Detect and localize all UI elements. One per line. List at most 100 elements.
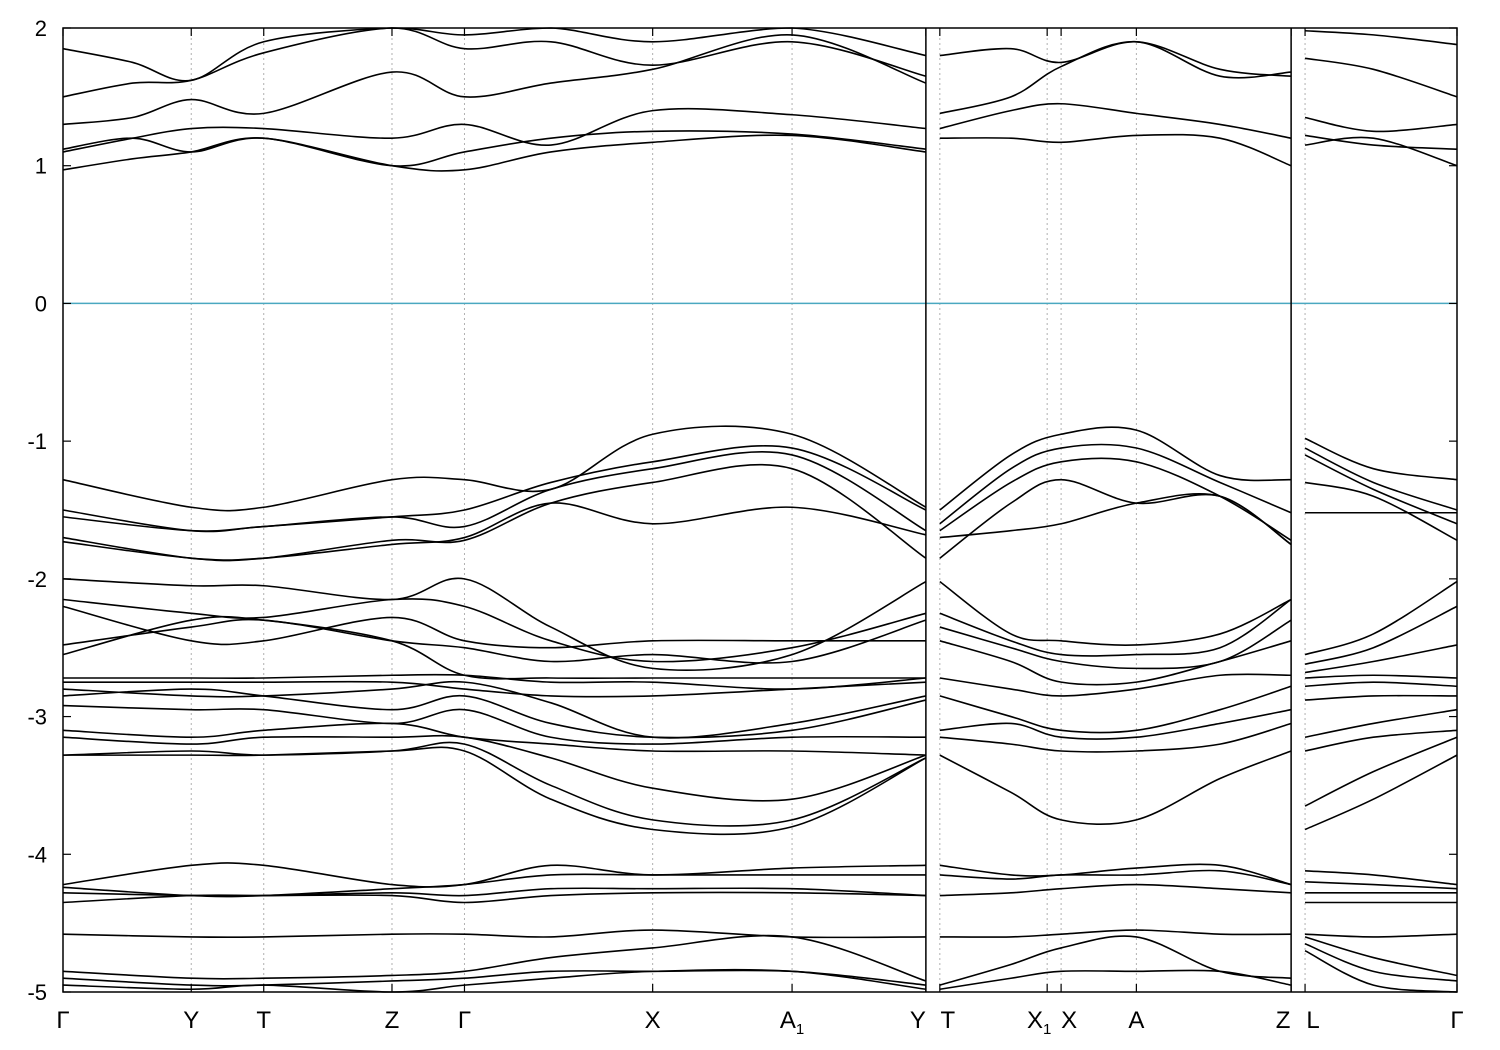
band-layer	[62, 27, 1458, 993]
band-line	[62, 934, 927, 982]
kpoint-label: T	[940, 1007, 955, 1034]
y-tick-label: -5	[27, 980, 47, 1005]
band-line	[939, 750, 1292, 826]
band-line	[1305, 681, 1458, 688]
band-line	[62, 704, 926, 745]
band-line	[1304, 644, 1458, 674]
kpoint-label: Z	[1276, 1007, 1291, 1034]
kpoint-label: Y	[910, 1007, 926, 1034]
band-line	[62, 502, 927, 561]
band-line	[63, 746, 927, 836]
band-line	[939, 619, 1292, 670]
y-tick-label: 1	[35, 154, 47, 179]
band-line	[62, 27, 927, 98]
band-line	[1305, 870, 1458, 886]
x-axis: Γ Y T Z Γ X A1 Y T X1 X A Z L Γ	[56, 28, 1464, 1038]
band-line	[939, 580, 1292, 646]
band-line	[939, 969, 1292, 991]
band-line	[62, 34, 927, 126]
band-line	[1304, 936, 1458, 977]
band-line	[62, 891, 926, 904]
y-axis: -5 -4 -3 -2 -1 0 1 2	[27, 16, 1457, 1005]
kpoint-label: T	[256, 1007, 271, 1034]
band-line	[939, 457, 1292, 541]
band-line	[939, 722, 1292, 753]
band-line	[939, 673, 1292, 697]
band-line	[62, 734, 927, 802]
band-line	[939, 133, 1292, 167]
band-line	[939, 883, 1292, 897]
band-line	[1304, 454, 1458, 525]
band-line	[1304, 481, 1458, 542]
band-line	[939, 40, 1292, 115]
band-line	[939, 102, 1292, 139]
kpoint-label: L	[1306, 1007, 1319, 1034]
band-line	[1305, 674, 1458, 679]
band-line	[1304, 605, 1458, 666]
kpoint-label: Γ	[56, 1007, 69, 1034]
plot-frame	[62, 27, 1458, 993]
band-line	[1304, 943, 1458, 982]
band-line	[1304, 754, 1458, 831]
band-line	[1304, 447, 1458, 511]
band-line	[939, 935, 1292, 986]
band-line	[62, 27, 927, 82]
y-tick-label: -3	[27, 705, 47, 730]
band-line	[1304, 116, 1458, 133]
band-line	[1305, 694, 1458, 701]
band-line	[1304, 736, 1458, 807]
band-line	[939, 708, 1292, 740]
band-line	[62, 577, 927, 671]
band-line	[62, 741, 927, 827]
band-line	[939, 443, 1292, 525]
band-line	[62, 680, 927, 739]
band-line	[939, 598, 1292, 657]
band-line	[939, 929, 1292, 938]
kpoint-label: X	[1061, 1007, 1077, 1034]
break-layer	[925, 28, 1292, 992]
band-line	[62, 680, 926, 698]
band-line	[1304, 580, 1458, 656]
kpoint-label: A	[1128, 1007, 1144, 1034]
y-tick-label: 2	[35, 16, 47, 41]
kpoint-label: X	[645, 1007, 661, 1034]
band-line	[939, 685, 1292, 734]
band-line	[63, 673, 926, 690]
kpoint-label: Γ	[1450, 1007, 1463, 1034]
band-line	[1305, 933, 1458, 938]
band-line	[62, 968, 926, 993]
kpoint-label: Γ	[458, 1007, 471, 1034]
kpoint-label: Y	[183, 1007, 199, 1034]
band-line	[939, 493, 1292, 546]
y-tick-label: -4	[27, 842, 47, 867]
band-line	[62, 451, 927, 532]
band-line	[939, 863, 1292, 886]
kpoint-label: X1	[1027, 1007, 1051, 1038]
band-line	[1305, 29, 1458, 46]
y-tick-label: 0	[35, 291, 47, 316]
band-line	[62, 598, 927, 663]
band-line	[1305, 881, 1458, 890]
band-line	[939, 40, 1292, 77]
band-line	[939, 869, 1292, 886]
band-line	[939, 640, 1292, 686]
band-line	[62, 134, 926, 172]
band-line	[1304, 57, 1458, 98]
band-line	[1304, 729, 1458, 752]
band-line	[1304, 708, 1458, 739]
kpoint-label: A1	[780, 1007, 804, 1038]
band-line	[62, 107, 926, 153]
y-tick-label: -1	[27, 429, 47, 454]
band-line	[62, 130, 926, 167]
band-line	[62, 618, 927, 664]
band-line	[939, 426, 1292, 511]
band-line	[62, 605, 926, 649]
band-line	[62, 425, 927, 512]
band-line	[1304, 134, 1458, 150]
band-line	[62, 688, 927, 739]
band-line	[1304, 136, 1458, 167]
y-tick-label: -2	[27, 567, 47, 592]
kpoint-label: Z	[385, 1007, 400, 1034]
band-line	[1304, 437, 1458, 481]
